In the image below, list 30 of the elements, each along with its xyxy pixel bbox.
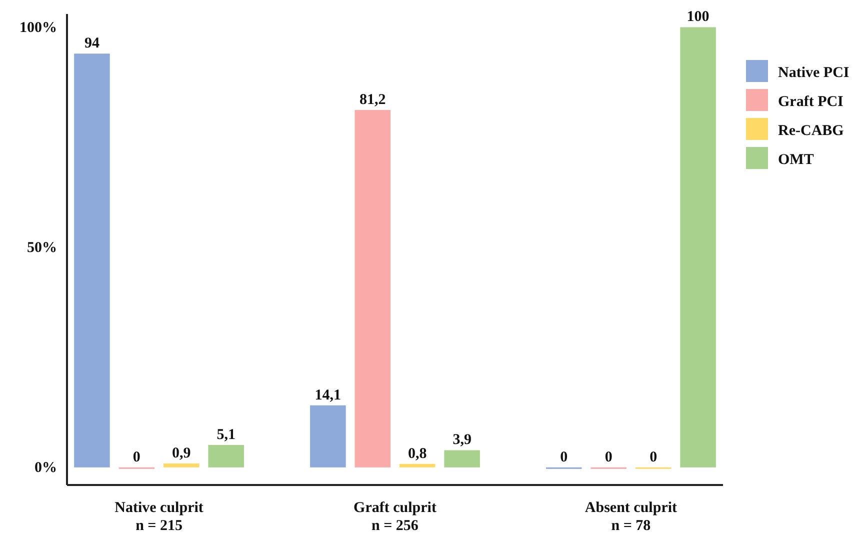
data-label: 0,8 xyxy=(408,446,427,462)
data-label: 0 xyxy=(560,449,568,466)
data-label: 81,2 xyxy=(360,92,386,108)
data-label: 5,1 xyxy=(216,426,236,443)
y-tick-label: 0% xyxy=(34,460,57,476)
legend-label: Native PCI xyxy=(778,65,850,81)
data-label: 0,9 xyxy=(172,445,191,462)
x-tick-label: Absent culprit n = 78 xyxy=(584,500,678,534)
data-label: 100 xyxy=(686,9,710,26)
y-tick-label: 50% xyxy=(27,240,57,256)
data-label: 0 xyxy=(604,449,612,466)
data-label: 0 xyxy=(650,449,658,466)
legend-label: Re-CABG xyxy=(778,123,844,139)
data-label: 3,9 xyxy=(452,432,472,448)
bar xyxy=(680,27,716,468)
data-label: 0 xyxy=(132,449,140,466)
x-tick-label: Native culprit n = 215 xyxy=(114,500,204,534)
bar xyxy=(164,463,200,468)
legend-label: Graft PCI xyxy=(778,94,844,110)
data-label: 14,1 xyxy=(314,387,342,404)
bar xyxy=(399,464,436,468)
x-tick-label: Graft culprit n = 256 xyxy=(354,500,436,534)
bar xyxy=(354,110,391,468)
y-tick-label: 100% xyxy=(20,20,57,36)
bar xyxy=(74,54,110,468)
data-label: 94 xyxy=(84,36,100,52)
legend-label: OMT xyxy=(778,152,814,168)
bar xyxy=(444,450,480,468)
bar xyxy=(310,405,346,468)
bar xyxy=(208,444,244,468)
